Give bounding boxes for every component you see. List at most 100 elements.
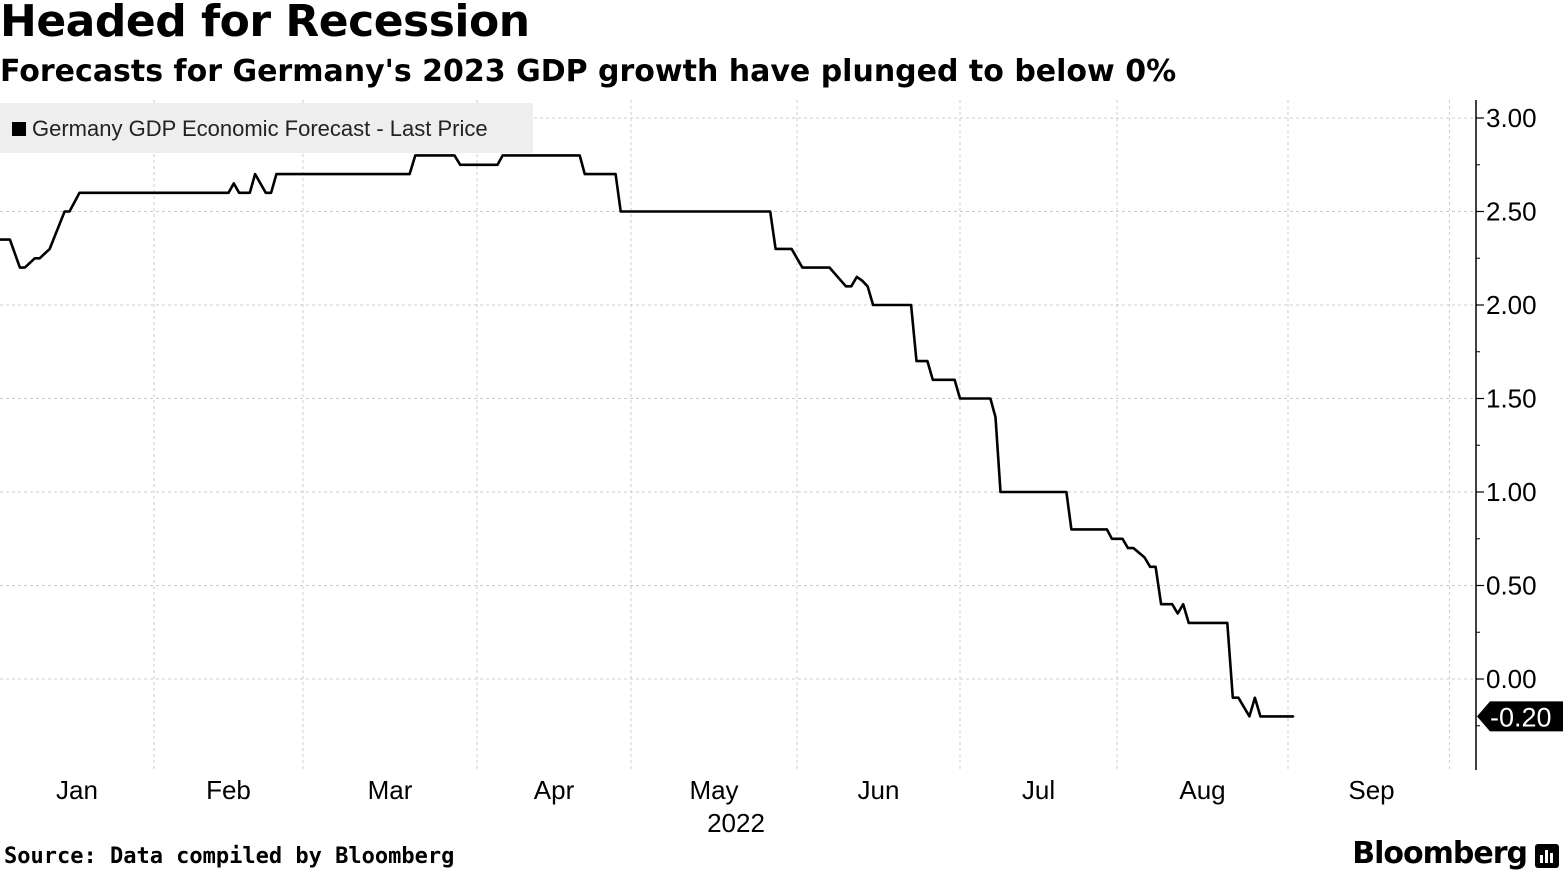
series-point [959,397,961,400]
x-tick-label: Jul [1022,775,1055,805]
x-tick-label: Sep [1348,775,1394,805]
series-point [1226,622,1229,624]
series-point [578,154,581,157]
chart-title: Headed for Recession [0,0,530,47]
legend: Germany GDP Economic Forecast - Last Pri… [0,103,533,153]
series-point [1121,538,1124,540]
series-point [1111,538,1113,540]
last-value-text: -0.20 [1490,702,1552,732]
series-point [932,379,934,381]
series-point [1160,603,1162,605]
chart-subtitle: Forecasts for Germany's 2023 GDP growth … [0,54,1177,89]
series-point [1127,547,1129,549]
series-point [999,491,1002,493]
axes: 3.00 2.50 2.00 1.50 1.00 0.50 0.00 Jan Feb Mar Apr… [56,100,1537,838]
series-point [866,285,869,288]
series-point [459,164,462,166]
legend-swatch [12,122,26,136]
y-tick-label: 0.00 [1486,664,1537,694]
series-point [0,238,1,241]
series-point [1232,696,1234,699]
series-point [614,173,617,175]
series-point [48,248,51,250]
series-point [414,154,417,157]
series-point [774,248,777,250]
series-point [265,192,267,194]
series-point [1154,566,1157,568]
series-point [408,173,411,175]
bloomberg-icon [1535,844,1559,868]
series-point [233,182,235,185]
brand-logo-text: Bloomberg [1352,836,1528,871]
last-value-badge [1477,701,1563,732]
series-point [989,397,992,400]
series-point [994,416,997,419]
series-point [796,257,798,260]
y-tick-label: 1.00 [1486,477,1537,507]
series-point [1292,715,1295,718]
series-point [1176,612,1179,615]
series-point [63,210,66,213]
series-point [769,210,771,213]
source-note: Source: Data compiled by Bloomberg [4,844,455,869]
series-point [584,173,586,175]
series-point [953,379,956,381]
series-point [861,279,863,282]
series-point [1187,622,1190,624]
series-point [19,266,21,269]
series-point [619,210,622,213]
series-point [1065,491,1068,493]
series-point [801,266,804,269]
series-point [1132,547,1135,549]
x-tick-label: Jun [858,775,900,805]
x-tick-label: May [689,775,738,805]
series-point [1237,696,1240,699]
series-point [1106,528,1108,531]
series-point [34,257,36,260]
y-tick-label: 0.50 [1486,571,1537,601]
series-point [38,257,41,260]
x-tick-label: Jan [56,775,98,805]
series-point [926,360,929,362]
series-point [78,192,81,194]
series-point [254,173,256,175]
x-tick-label: Apr [534,775,575,805]
legend-entry: Germany GDP Economic Forecast - Last Pri… [32,116,488,141]
series-line [0,154,1294,718]
series-point [1171,603,1173,605]
x-tick-label: Mar [368,775,413,805]
series-point [1149,566,1151,568]
series-point [1182,603,1184,605]
series-point [249,192,251,194]
series-layer [0,154,1295,718]
series-point [275,173,278,175]
series-point [68,210,71,213]
series-point [9,238,11,241]
legend-background [0,103,533,153]
series-point [850,285,853,288]
series-point [501,154,504,157]
series-point [496,164,499,166]
y-tick-label: 1.50 [1486,384,1537,414]
x-tick-label: Aug [1179,775,1225,805]
series-point [1259,715,1262,718]
series-point [872,304,874,306]
series-point [856,276,858,278]
series-point [790,248,793,250]
last-value-label: -0.20 [1477,701,1563,732]
series-point [1143,556,1146,559]
series-point [845,285,847,288]
series-point [915,360,918,362]
series-point [1248,715,1251,718]
series-point [24,266,26,269]
grid [0,100,1476,770]
series-point [238,192,240,194]
series-point [1070,528,1073,531]
x-year-label: 2022 [707,808,765,838]
series-point [227,192,230,194]
series-point [828,266,831,269]
series-point [910,304,912,306]
series-point [453,154,456,157]
y-tick-label: 2.50 [1486,197,1537,227]
